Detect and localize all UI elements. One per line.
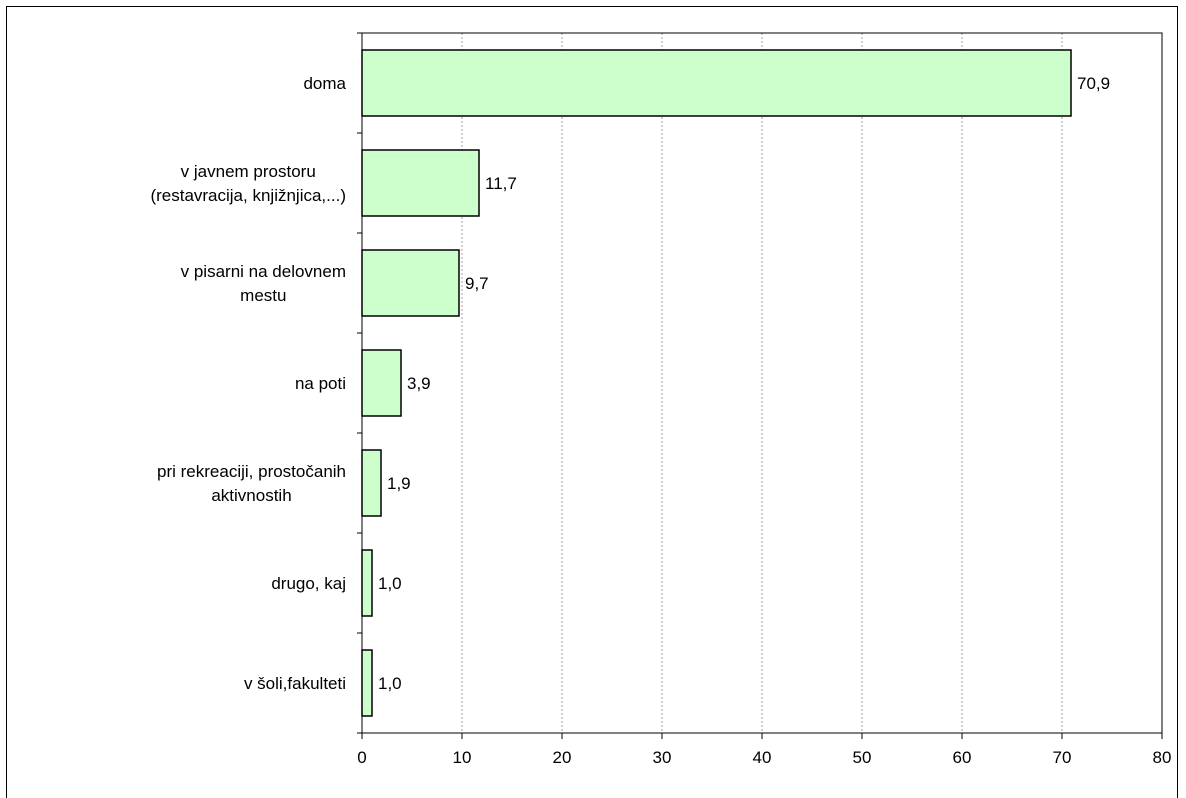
x-tick-label: 0: [357, 748, 366, 767]
category-label: pri rekreaciji, prostočanih aktivnostih: [157, 462, 346, 505]
labels: 0 10 20 30 40 50 60 70 80 70,9 doma 11,7 v javnem pr…: [150, 74, 1171, 767]
category-label-line: mestu: [240, 286, 286, 305]
x-tick-label: 40: [753, 748, 772, 767]
category-label-line: v javnem prostoru: [181, 162, 316, 181]
category-label: doma: [303, 74, 346, 93]
bar: [361, 649, 373, 717]
data-label: 70,9: [1077, 74, 1110, 93]
grid-lines: [461, 33, 1063, 733]
category-label: v pisarni na delovnem mestu: [181, 262, 346, 305]
axes: [357, 32, 1163, 739]
bar: [361, 349, 402, 417]
bar: [361, 449, 382, 517]
category-label-line: pri rekreaciji, prostočanih: [157, 462, 346, 481]
bars: [361, 49, 1072, 717]
data-label: 3,9: [407, 374, 431, 393]
x-tick-label: 80: [1153, 748, 1172, 767]
bar: [361, 549, 373, 617]
category-label-line: na poti: [295, 374, 346, 393]
data-label: 11,7: [485, 174, 517, 193]
category-label-line: v šoli,fakulteti: [244, 674, 346, 693]
bar: [361, 149, 480, 217]
category-label: v šoli,fakulteti: [244, 674, 346, 693]
data-label: 1,0: [378, 574, 402, 593]
data-label: 9,7: [465, 274, 489, 293]
category-label-line: v pisarni na delovnem: [181, 262, 346, 281]
category-label-line: (restavracija, knjižnjica,...): [150, 186, 346, 205]
x-tick-label: 20: [553, 748, 572, 767]
category-label-line: drugo, kaj: [271, 574, 346, 593]
x-tick-label: 50: [853, 748, 872, 767]
category-label: drugo, kaj: [271, 574, 346, 593]
bar: [361, 49, 1072, 117]
bar: [361, 249, 460, 317]
data-label: 1,0: [378, 674, 402, 693]
data-label: 1,9: [387, 474, 411, 493]
category-label-line: doma: [303, 74, 346, 93]
category-label: v javnem prostoru (restavracija, knjižnji…: [150, 162, 346, 205]
category-label-line: aktivnostih: [211, 486, 291, 505]
category-label: na poti: [295, 374, 346, 393]
x-tick-label: 70: [1053, 748, 1072, 767]
x-tick-label: 30: [653, 748, 672, 767]
chart-frame: [6, 6, 1178, 798]
x-tick-label: 60: [953, 748, 972, 767]
x-tick-label: 10: [453, 748, 472, 767]
